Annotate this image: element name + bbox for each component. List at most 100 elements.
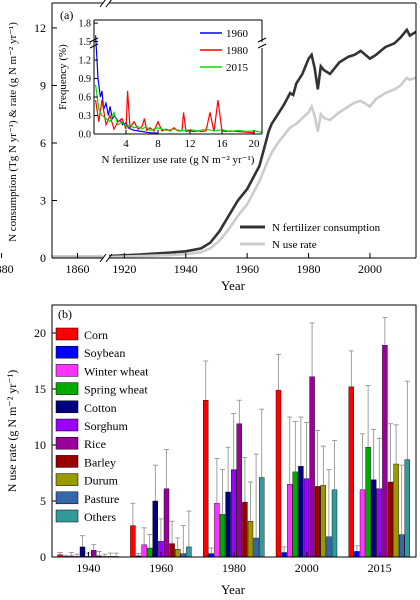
bar-pasture-2015	[399, 534, 405, 558]
bar-barley-2000	[315, 486, 321, 558]
inset-y-tick-label: 0.9	[79, 74, 92, 85]
legend-label-use-rate: N use rate	[272, 239, 317, 251]
bar-spring-wheat-2015	[365, 447, 371, 558]
bar-durum-1980	[247, 521, 254, 558]
inset-x-tick-label: 8	[155, 138, 161, 150]
panel-a-axis-break	[99, 0, 113, 263]
inset-y-tick-label: 0.0	[79, 130, 92, 141]
inset-y-tick-label: 0.3	[79, 111, 92, 122]
inset-y-tick-label: 1.8	[79, 19, 92, 30]
bar-winter-wheat-1980	[214, 503, 220, 558]
x-tick-label: 1980	[222, 561, 246, 575]
legend-swatch-sorghum	[55, 418, 79, 432]
y-tick-label: 9	[40, 78, 46, 92]
inset-legend-label-2015: 2015	[226, 62, 249, 74]
bar-durum-2000	[320, 485, 326, 558]
bar-others-2015	[404, 459, 410, 558]
inset-background	[94, 20, 262, 134]
inset-x-tick-label: 20	[249, 138, 261, 150]
panel-b-ylabel: N use rate (g N m⁻² yr⁻¹)	[5, 370, 19, 493]
bar-others-1980	[259, 477, 265, 558]
inset-chart: 0.0 0.3 0.6 0.9 1.2 1.5 1.8 4 8 12 16 20 N fertili…	[57, 19, 267, 166]
inset-frame	[93, 19, 263, 135]
inset-axis-break	[89, 37, 267, 49]
legend-label-others: Others	[84, 510, 116, 524]
inset-x-ticks: 4 8 12 16 20	[123, 130, 260, 150]
bar-rice-1960	[163, 488, 170, 558]
bar-pasture-1960	[180, 553, 187, 558]
legend-swatch-winter-wheat	[55, 364, 79, 377]
bar-pasture-2000	[326, 536, 332, 558]
legend-label-winter-wheat: Winter wheat	[84, 364, 149, 378]
panel-a-y-ticks: 0 3 6 9 12	[34, 21, 57, 265]
y-tick-label: 10	[34, 438, 46, 452]
inset-series-line-2015	[95, 84, 263, 133]
inset-x-tick-label: 12	[185, 138, 196, 150]
bar-corn-1960	[130, 525, 136, 558]
inset-legend: 1960 1980 2015	[200, 28, 249, 74]
legend-label-consumption: N fertilizer consumption	[272, 222, 381, 234]
bar-sorghum-2015	[376, 488, 382, 558]
panel-a-frame	[51, 2, 417, 259]
legend-label-sorghum: Sorghum	[84, 419, 128, 433]
series-line-use-rate-seg1	[108, 76, 417, 259]
inset-xlabel: N fertilizer use rate (g N m⁻² yr⁻¹)	[102, 154, 255, 166]
legend-swatch-others	[55, 509, 79, 523]
bar-durum-1960	[174, 549, 181, 558]
bar-rice-2000	[309, 376, 315, 558]
panel-b-legend: Corn Soybean Winter wheat Spring wheat Cotto…	[55, 327, 149, 524]
inset-series-line-1980	[95, 90, 255, 134]
inset-series-layer	[95, 35, 263, 134]
bar-cotton-1960	[152, 500, 159, 558]
x-tick-label: 2015	[368, 561, 392, 575]
legend-swatch-rice	[55, 436, 79, 450]
x-tick-label: 2000	[358, 262, 382, 276]
bar-spring-wheat-1980	[219, 514, 226, 558]
y-tick-label: 0	[40, 251, 46, 265]
panel-a-legend: N fertilizer consumption N use rate	[240, 222, 381, 251]
bar-winter-wheat-2015	[359, 489, 366, 558]
bar-winter-wheat-1960	[141, 544, 147, 558]
bar-sorghum-1980	[230, 469, 237, 558]
panel-b-bars-layer	[57, 316, 410, 558]
panel-b-x-ticks: 1940 1960 1980 2000 2015	[76, 552, 392, 575]
y-tick-label: 3	[40, 193, 46, 207]
panel-b-xlabel: Year	[221, 582, 246, 597]
legend-swatch-barley	[55, 455, 79, 468]
bar-pasture-1980	[253, 537, 259, 558]
legend-label-pasture: Pasture	[84, 492, 119, 506]
inset-x-tick-label: 16	[217, 138, 229, 150]
legend-label-barley: Barley	[84, 455, 116, 469]
bar-corn-2000	[275, 389, 282, 558]
panel-b: (b) 0 5 10 15 20 1940 1960 1980 2000 2015 Year N…	[5, 304, 417, 597]
x-tick-label: 1980	[297, 262, 321, 276]
bar-corn-1980	[202, 400, 209, 558]
x-tick-label: 1860	[66, 262, 90, 276]
inset-legend-label-1960: 1960	[226, 28, 249, 40]
bar-barley-1960	[169, 543, 175, 558]
bar-spring-wheat-2000	[292, 471, 298, 558]
panel-b-label: (b)	[58, 307, 72, 321]
bar-corn-2015	[348, 386, 354, 558]
legend-swatch-cotton	[55, 400, 79, 414]
legend-label-cotton: Cotton	[84, 401, 117, 415]
bar-cotton-1940	[79, 546, 86, 558]
x-tick-label: 1960	[149, 561, 173, 575]
legend-swatch-soybean	[55, 345, 79, 359]
legend-label-rice: Rice	[84, 437, 106, 451]
legend-swatch-spring-wheat	[55, 382, 79, 395]
bar-durum-2015	[393, 463, 399, 558]
panel-b-y-ticks: 0 5 10 15 20	[34, 326, 57, 564]
bar-barley-2015	[387, 481, 394, 558]
bar-winter-wheat-2000	[287, 484, 293, 558]
y-tick-label: 5	[40, 494, 46, 508]
x-tick-label: 1880	[0, 262, 14, 276]
bar-sorghum-2000	[303, 478, 310, 558]
panel-a-xlabel: Year	[221, 278, 246, 293]
panel-a-ylabel: N consumption (Tg N yr⁻¹) & rate (g N m⁻…	[7, 22, 19, 242]
bar-soybean-1980	[208, 553, 215, 558]
y-tick-label: 15	[34, 382, 46, 396]
